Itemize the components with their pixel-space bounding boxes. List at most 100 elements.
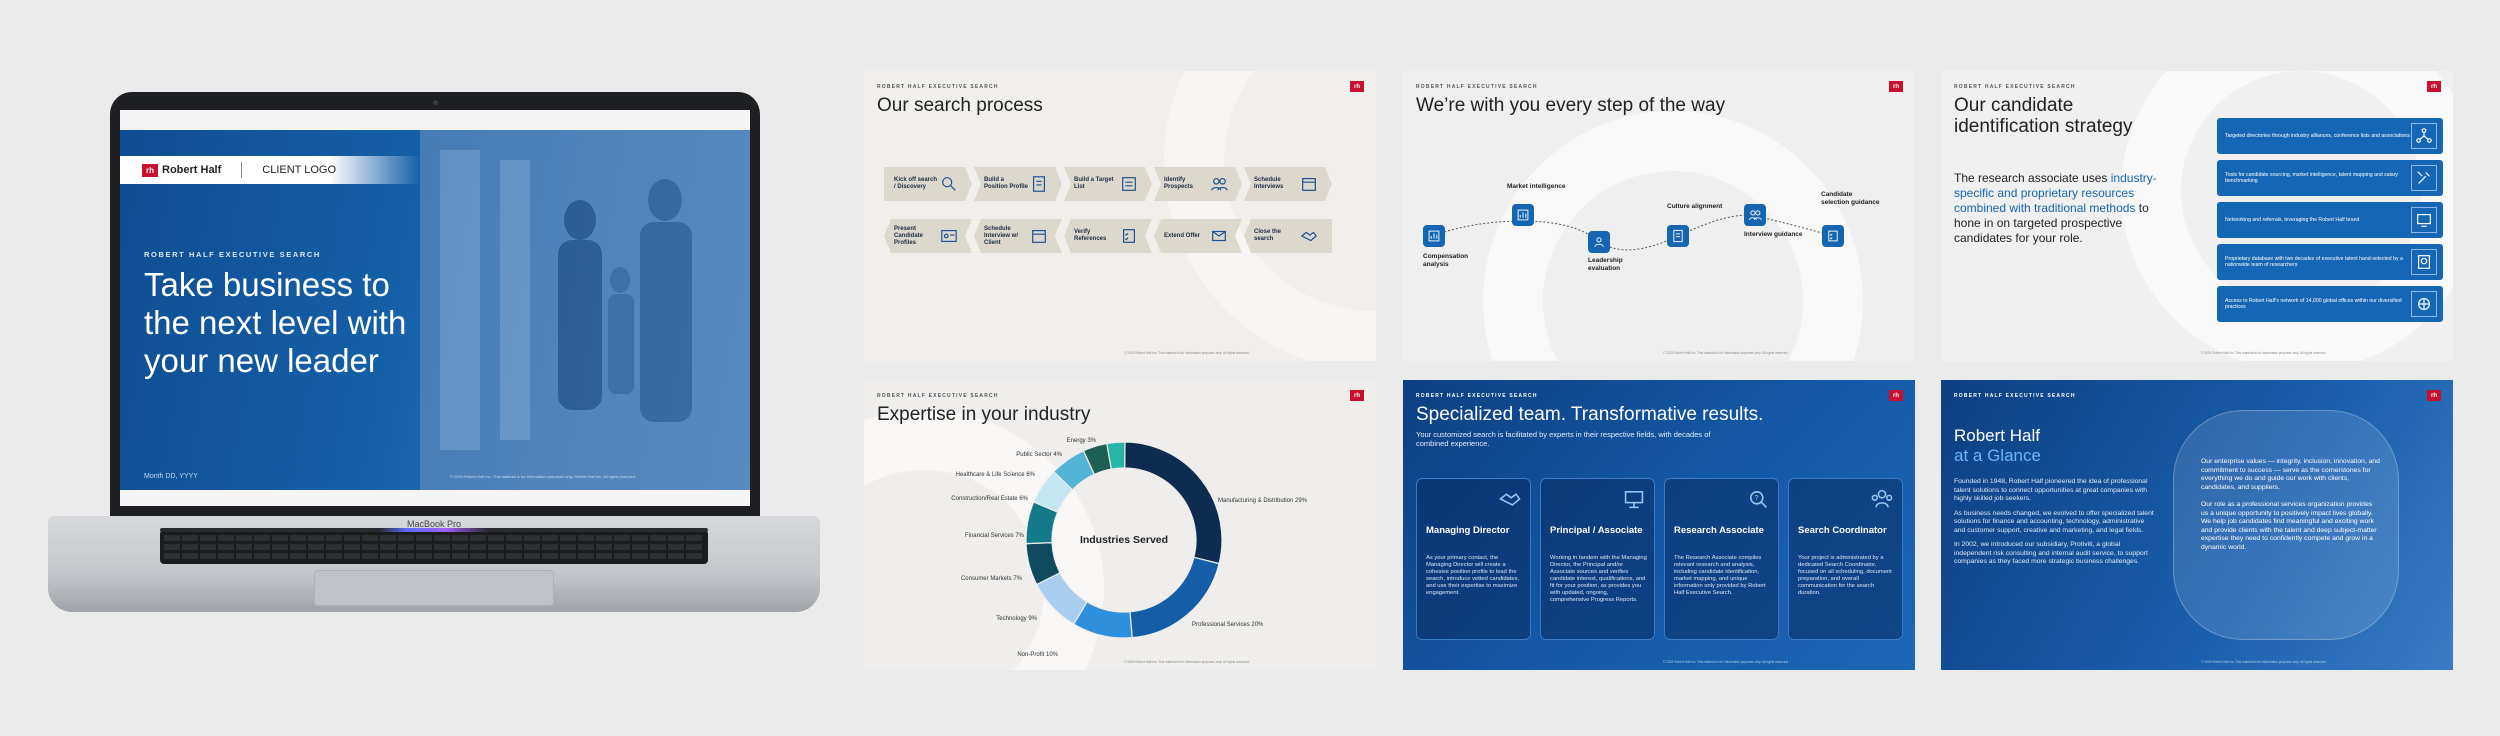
hero-logo-bar: rh Robert Half CLIENT LOGO bbox=[120, 156, 420, 184]
document-icon bbox=[1030, 175, 1048, 193]
team-icon bbox=[1871, 489, 1893, 508]
process-step: Schedule Interviews bbox=[1244, 167, 1332, 201]
timeline-label: Compensation analysis bbox=[1423, 253, 1469, 268]
process-step-label: Build a Position Profile bbox=[984, 177, 1029, 190]
body-text: The research associate uses bbox=[1954, 171, 2111, 185]
slide-bottom-margin bbox=[120, 490, 750, 506]
paragraph: Founded in 1948, Robert Half pioneered t… bbox=[1954, 478, 2148, 502]
process-step-label: Schedule Interview w/ Client bbox=[984, 225, 1019, 246]
robert-half-logo-icon: rh bbox=[2427, 81, 2441, 92]
handshake-icon bbox=[1300, 227, 1318, 245]
process-step: Present Candidate Profiles bbox=[884, 219, 972, 253]
referral-icon bbox=[2417, 214, 2431, 227]
calendar-icon bbox=[1030, 227, 1048, 245]
robert-half-logo-icon: rh bbox=[142, 163, 158, 177]
donut-label: Financial Services 7% bbox=[964, 533, 1024, 539]
list-icon bbox=[1122, 177, 1136, 191]
slide-title: Our search process bbox=[877, 95, 1043, 116]
glance-panel bbox=[2173, 410, 2399, 640]
paragraph: Our role as a professional services orga… bbox=[2201, 501, 2377, 551]
paragraph: Our enterprise values — integrity, inclu… bbox=[2201, 458, 2380, 491]
process-step-label: Build a Target List bbox=[1074, 177, 1114, 190]
slide-title: Specialized team. Transformative results… bbox=[1416, 404, 1764, 425]
slide-candidate-strategy: ROBERT HALF EXECUTIVE SEARCH rh Our cand… bbox=[1941, 71, 2453, 361]
process-step: Schedule Interview w/ Client bbox=[974, 219, 1062, 253]
timeline-label: Culture alignment bbox=[1667, 203, 1723, 210]
candidate-source-box: Tools for candidate sourcing, market int… bbox=[2217, 160, 2443, 196]
slide-title: Expertise in your industry bbox=[877, 404, 1091, 425]
slide-team: ROBERT HALF EXECUTIVE SEARCH rh Speciali… bbox=[1403, 380, 1915, 670]
paragraph: As business needs changed, we evolved to… bbox=[1954, 509, 2154, 534]
title-accent: at a Glance bbox=[1954, 446, 2041, 465]
timeline-dashes bbox=[1432, 214, 1834, 251]
document-icon bbox=[1671, 229, 1685, 243]
timeline-label: Candidate selection guidance bbox=[1821, 191, 1880, 206]
list-icon bbox=[1120, 175, 1138, 193]
hero-date: Month DD, YYYY bbox=[144, 473, 198, 480]
robert-half-logo-icon: rh bbox=[1350, 81, 1364, 92]
slide-industry: ROBERT HALF EXECUTIVE SEARCH rh Expertis… bbox=[864, 380, 1376, 670]
body-text: to hone in on targeted prospective candi… bbox=[1954, 201, 2149, 245]
laptop-model: MacBook Pro bbox=[406, 519, 462, 529]
brand-name: Robert Half bbox=[162, 164, 222, 176]
process-step-label: Kick off search / Discovery bbox=[894, 177, 938, 190]
chart-icon bbox=[1428, 230, 1440, 242]
slide-subtitle: Your customized search is facilitated by… bbox=[1416, 430, 1711, 448]
donut-label: Professional Services 20% bbox=[1192, 622, 1264, 628]
chart-icon bbox=[1516, 208, 1530, 222]
offer-icon bbox=[1212, 230, 1226, 242]
title-line: Robert Half bbox=[1954, 426, 2040, 445]
chart-icon bbox=[1427, 229, 1441, 243]
checklist-icon bbox=[1123, 229, 1135, 243]
donut-label: Technology 9% bbox=[996, 616, 1037, 622]
laptop-screen: rh Robert Half CLIENT LOGO ROBERT HALF E… bbox=[120, 110, 750, 506]
team-role-description: As your primary contact, the Managing Di… bbox=[1426, 555, 1520, 596]
timeline-node bbox=[1667, 225, 1689, 247]
presentation-icon bbox=[1622, 487, 1646, 511]
candidate-source-box: Networking and referrals, leveraging the… bbox=[2217, 202, 2443, 238]
document-icon bbox=[1673, 229, 1683, 243]
process-step-label: Present Candidate Profiles bbox=[894, 225, 924, 246]
process-step: Close the search bbox=[1244, 219, 1332, 253]
donut-label: Non-Profit 10% bbox=[1017, 652, 1058, 658]
candidate-source-text: Tools for candidate sourcing, market int… bbox=[2225, 171, 2399, 185]
process-step-label: Identify Prospects bbox=[1164, 177, 1194, 190]
donut-label: Construction/Real Estate 6% bbox=[951, 496, 1028, 502]
id-card-icon bbox=[941, 230, 957, 242]
keyboard bbox=[160, 530, 708, 564]
office-people-photo-icon bbox=[420, 130, 750, 490]
research-icon: ? bbox=[1750, 491, 1767, 508]
hero-eyebrow: ROBERT HALF EXECUTIVE SEARCH bbox=[144, 250, 321, 259]
logo-divider bbox=[241, 162, 243, 178]
team-role-name: Search Coordinator bbox=[1798, 525, 1887, 536]
magnifier-icon bbox=[940, 175, 958, 193]
process-step: Verify References bbox=[1064, 219, 1152, 253]
donut-slice-energy bbox=[1106, 441, 1126, 470]
donut-label: Energy 3% bbox=[1066, 438, 1096, 444]
slide-title: Robert Half at a Glance bbox=[1954, 426, 2041, 466]
calendar-icon bbox=[1032, 230, 1046, 243]
laptop-base: MacBook Pro bbox=[48, 516, 820, 612]
body-highlight: industry-specific and proprietary resour… bbox=[1954, 171, 2157, 215]
checklist-icon bbox=[1826, 229, 1840, 243]
tools-icon bbox=[2417, 171, 2430, 184]
timeline-label: Market intelligence bbox=[1507, 183, 1566, 190]
team-role-name: Managing Director bbox=[1426, 525, 1510, 536]
candidate-body: The research associate uses industry-spe… bbox=[1954, 171, 2174, 246]
laptop-lid: rh Robert Half CLIENT LOGO ROBERT HALF E… bbox=[110, 92, 760, 524]
people-icon bbox=[1210, 175, 1228, 193]
team-card: Search Coordinator Your project is admini… bbox=[1788, 478, 1903, 640]
chart-icon bbox=[1517, 209, 1529, 221]
slide-footnote: © 2024 Robert Half Inc. This material is… bbox=[1124, 660, 1250, 664]
donut-label: Consumer Markets 7% bbox=[960, 576, 1022, 582]
client-logo: CLIENT LOGO bbox=[262, 164, 337, 176]
donut-label: Public Sector 4% bbox=[1016, 452, 1062, 458]
slide-eyebrow: ROBERT HALF EXECUTIVE SEARCH bbox=[1416, 84, 1538, 90]
trackpad bbox=[314, 570, 554, 606]
timeline-node bbox=[1822, 225, 1844, 247]
slide-footnote: © 2024 Robert Half Inc. This material is… bbox=[1663, 660, 1789, 664]
slide-at-a-glance: ROBERT HALF EXECUTIVE SEARCH rh Robert H… bbox=[1941, 380, 2453, 670]
person-icon bbox=[1592, 235, 1606, 249]
robert-half-logo-icon: rh bbox=[2427, 390, 2441, 401]
timeline-node bbox=[1588, 231, 1610, 253]
